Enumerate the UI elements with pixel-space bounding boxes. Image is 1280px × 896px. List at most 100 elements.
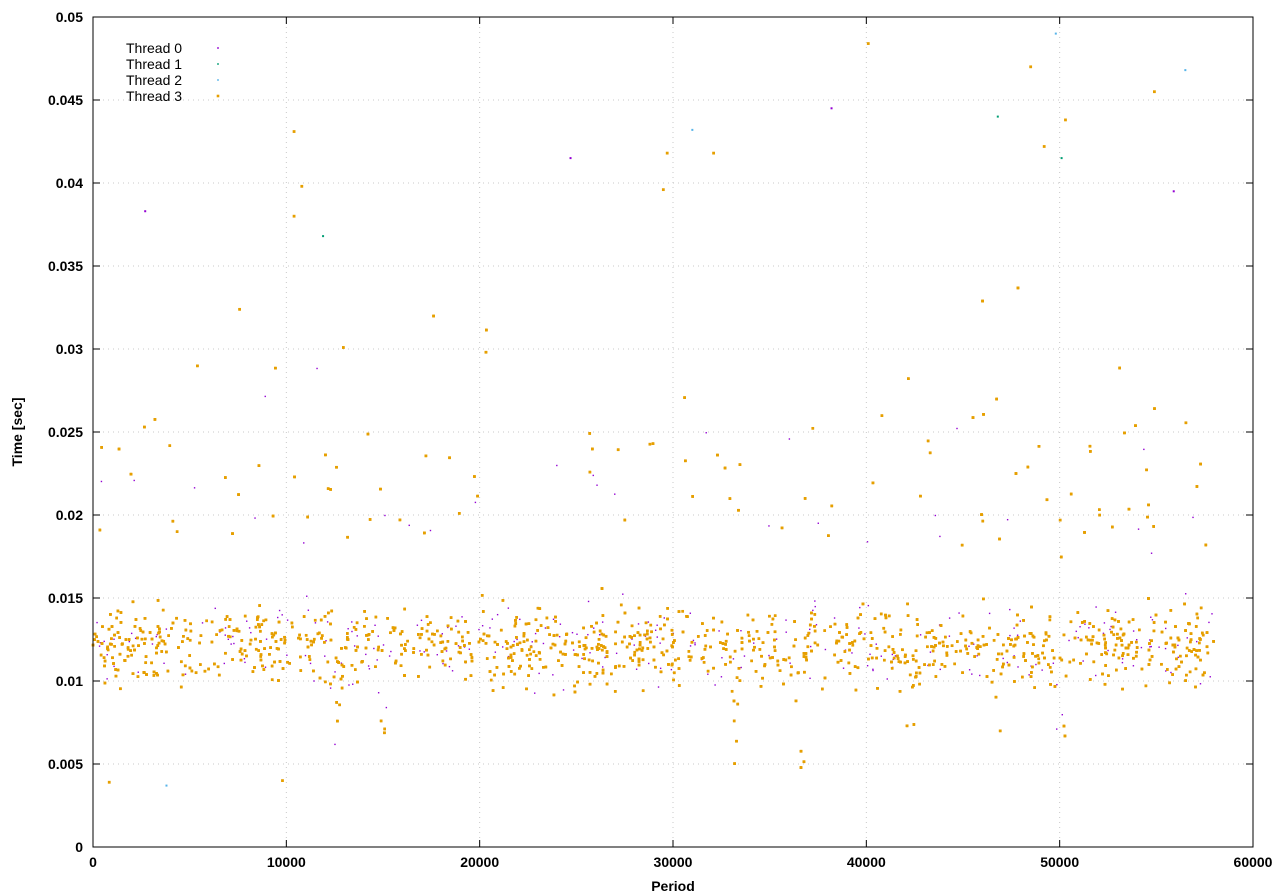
data-point [1137,528,1140,530]
data-point [250,631,252,634]
data-point [809,645,812,648]
data-point [867,604,870,607]
data-point [184,673,187,675]
data-point [859,606,861,609]
data-point [972,643,975,645]
outlier-point [144,210,147,213]
data-point [382,644,385,646]
data-point [768,525,770,527]
data-point [689,645,692,647]
data-point [648,662,650,665]
data-point [988,612,991,615]
data-point [1151,619,1154,621]
data-point [494,651,497,653]
data-point [694,642,696,644]
data-point [128,640,131,643]
data-point [814,605,816,608]
data-point [817,522,819,524]
data-point [1199,683,1202,685]
data-point [385,706,388,709]
data-point [633,644,635,646]
data-point [1164,627,1167,630]
data-point [934,514,937,517]
data-point [721,657,723,659]
data-point [436,654,438,656]
data-point [864,633,866,635]
data-point [99,642,102,644]
data-point [598,634,601,636]
data-point [98,645,101,647]
data-point [775,638,778,640]
data-point [968,645,970,647]
data-point [559,623,562,625]
data-point [1056,728,1058,730]
data-point [137,671,139,673]
data-point [1186,637,1188,639]
data-point [306,595,308,597]
data-point [223,662,225,665]
data-point [1192,516,1194,519]
data-point [1109,628,1111,631]
data-point [576,633,578,635]
data-point [886,678,888,680]
data-point [851,652,853,654]
data-point [663,617,665,619]
data-point [670,668,673,671]
data-point [785,619,787,621]
data-point [1143,448,1145,451]
data-point [96,621,98,624]
outlier-point [830,107,833,110]
data-point [1028,674,1030,676]
data-point [1013,655,1015,657]
data-point [1107,649,1109,652]
data-point [581,657,583,660]
data-point [461,616,463,618]
data-point [384,514,386,517]
data-point [602,666,604,668]
data-point [304,654,307,657]
data-point [552,674,554,676]
data-point [1209,676,1211,678]
data-point [113,638,115,640]
data-point [463,646,466,648]
data-point [824,648,827,651]
data-point [534,632,537,635]
data-point [1150,552,1153,554]
data-point [927,664,929,667]
data-point [753,642,755,644]
data-point [356,635,358,637]
data-point [809,677,811,680]
data-point [516,638,518,641]
data-point [1150,645,1152,648]
data-point [416,624,419,626]
data-point [348,684,350,686]
data-point [507,607,510,609]
data-point [1095,674,1097,677]
data-point [340,662,343,664]
data-point [106,678,108,680]
data-point [692,639,695,642]
data-point [958,612,960,614]
data-point [789,662,791,664]
data-point [635,668,638,670]
data-point [314,622,317,624]
data-point [388,655,391,657]
data-point [151,643,154,645]
data-point [552,618,555,620]
data-point [1132,630,1135,632]
data-point [264,395,266,398]
data-point [1016,634,1019,636]
data-point [474,501,477,504]
data-point [604,656,606,659]
data-point [365,653,367,656]
data-point [544,627,547,629]
data-point [254,517,256,519]
data-point [1150,616,1152,618]
data-point [872,668,874,671]
data-point [326,621,329,623]
data-point [538,672,540,675]
data-point [277,616,279,619]
data-point [281,614,283,616]
data-point [246,620,248,622]
data-point [156,633,158,636]
